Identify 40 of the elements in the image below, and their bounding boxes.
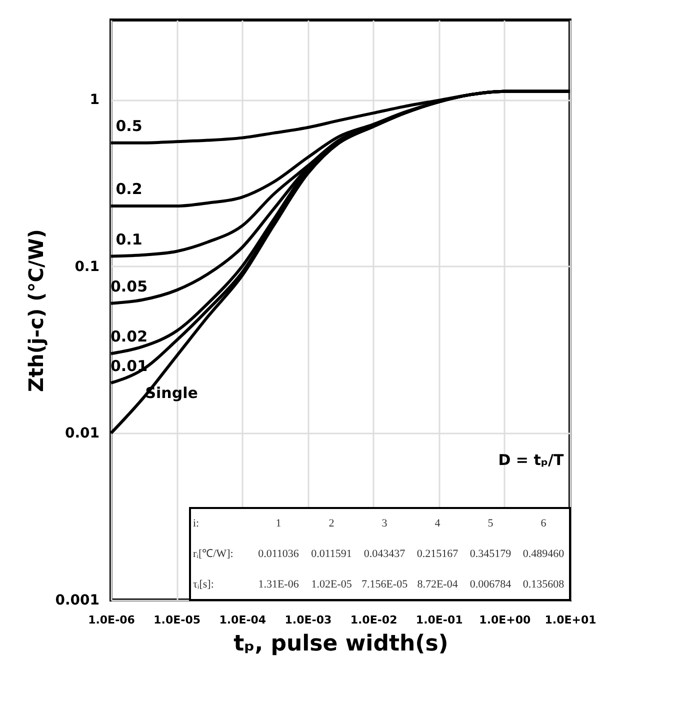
annotation: 3 — [382, 517, 388, 530]
annotation: Single — [145, 384, 198, 402]
annotation: τᵢ[s]: — [193, 578, 214, 591]
annotation: 0.011036 — [258, 548, 300, 560]
x-tick-label: 1.0E+01 — [544, 614, 596, 626]
annotation: 0.135608 — [522, 578, 565, 591]
x-tick-label: 1.0E-03 — [284, 614, 332, 626]
annotation: i: — [193, 517, 200, 530]
annotation: 0.2 — [116, 180, 142, 198]
y-tick-label: 0.1 — [74, 258, 100, 275]
annotation: 4 — [434, 517, 441, 530]
x-tick-label: 1.0E-01 — [416, 614, 463, 626]
annotation: 6 — [540, 517, 547, 530]
x-tick-label: 1.0E-05 — [154, 614, 201, 626]
annotation: 1.31E-06 — [258, 578, 300, 591]
y-tick-label: 0.01 — [64, 426, 100, 442]
x-tick-label: 1.0E-02 — [350, 614, 398, 626]
x-axis-title: tₚ, pulse width(s) — [234, 632, 448, 656]
y-axis-title: Zth(j-c) (°C/W) — [24, 229, 48, 392]
y-tick-label: 0.001 — [55, 592, 100, 608]
annotation: 0.043437 — [364, 548, 406, 560]
annotation: 1 — [276, 517, 282, 530]
y-tick-label: 1 — [90, 92, 100, 108]
annotation: 8.72E-04 — [417, 578, 458, 591]
annotation: 5 — [488, 517, 494, 530]
annotation: rᵢ[℃/W]: — [193, 548, 234, 560]
annotation: 0.345179 — [470, 548, 512, 560]
annotation: 0.1 — [116, 230, 142, 248]
x-tick-label: 1.0E+00 — [479, 614, 532, 626]
annotation: 0.215167 — [416, 548, 459, 560]
annotation: 1.02E-05 — [311, 578, 352, 591]
annotation: D = tₚ/T — [498, 451, 565, 469]
annotation: 0.011591 — [311, 548, 352, 560]
annotation: 0.5 — [116, 116, 142, 135]
annotation: 0.489460 — [522, 548, 565, 560]
annotation: 2 — [328, 517, 334, 530]
annotation: 7.156E-05 — [361, 578, 408, 591]
x-tick-label: 1.0E-06 — [88, 614, 136, 626]
annotation: 0.006784 — [470, 578, 512, 591]
x-tick-label: 1.0E-04 — [219, 614, 266, 626]
